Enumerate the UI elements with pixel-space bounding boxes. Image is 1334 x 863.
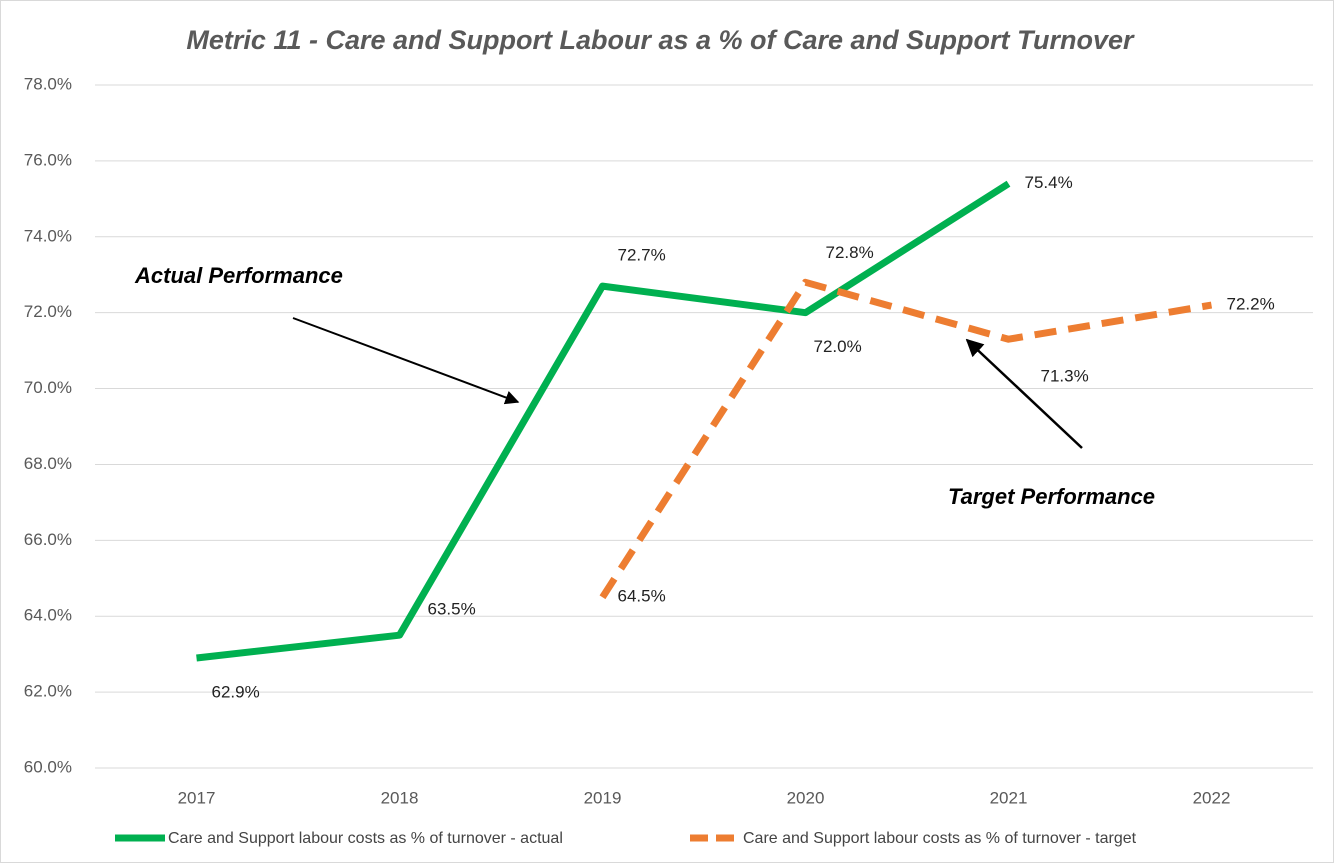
y-tick-label: 64.0% <box>24 606 72 625</box>
series-line <box>599 278 1213 600</box>
x-tick-label: 2018 <box>381 788 419 807</box>
data-label: 72.2% <box>1227 295 1275 314</box>
legend-label: Care and Support labour costs as % of tu… <box>168 830 563 847</box>
annotation-arrow <box>292 317 520 405</box>
data-label: 75.4% <box>1025 173 1073 192</box>
y-tick-label: 78.0% <box>24 74 72 93</box>
data-label: 63.5% <box>428 600 476 619</box>
x-tick-label: 2021 <box>990 788 1028 807</box>
x-tick-label: 2017 <box>178 788 216 807</box>
y-tick-label: 76.0% <box>24 150 72 169</box>
annotation: Target Performance <box>948 484 1155 509</box>
data-label: 72.0% <box>814 337 862 356</box>
y-tick-label: 70.0% <box>24 378 72 397</box>
chart-title: Metric 11 - Care and Support Labour as a… <box>186 25 1135 55</box>
x-tick-label: 2020 <box>787 788 825 807</box>
data-label: 72.7% <box>618 246 666 265</box>
x-tick-label: 2019 <box>584 788 622 807</box>
data-label: 64.5% <box>618 587 666 606</box>
y-tick-label: 72.0% <box>24 302 72 321</box>
annotation: Actual Performance <box>134 263 343 288</box>
y-tick-label: 74.0% <box>24 226 72 245</box>
series-line <box>196 180 1011 662</box>
annotation-arrow <box>965 338 1083 449</box>
y-tick-label: 62.0% <box>24 682 72 701</box>
data-label: 62.9% <box>212 682 260 701</box>
y-tick-label: 60.0% <box>24 757 72 776</box>
data-label: 71.3% <box>1041 367 1089 386</box>
y-tick-label: 68.0% <box>24 454 72 473</box>
x-tick-label: 2022 <box>1193 788 1231 807</box>
y-tick-label: 66.0% <box>24 530 72 549</box>
legend-label: Care and Support labour costs as % of tu… <box>743 830 1137 847</box>
data-label: 72.8% <box>826 243 874 262</box>
